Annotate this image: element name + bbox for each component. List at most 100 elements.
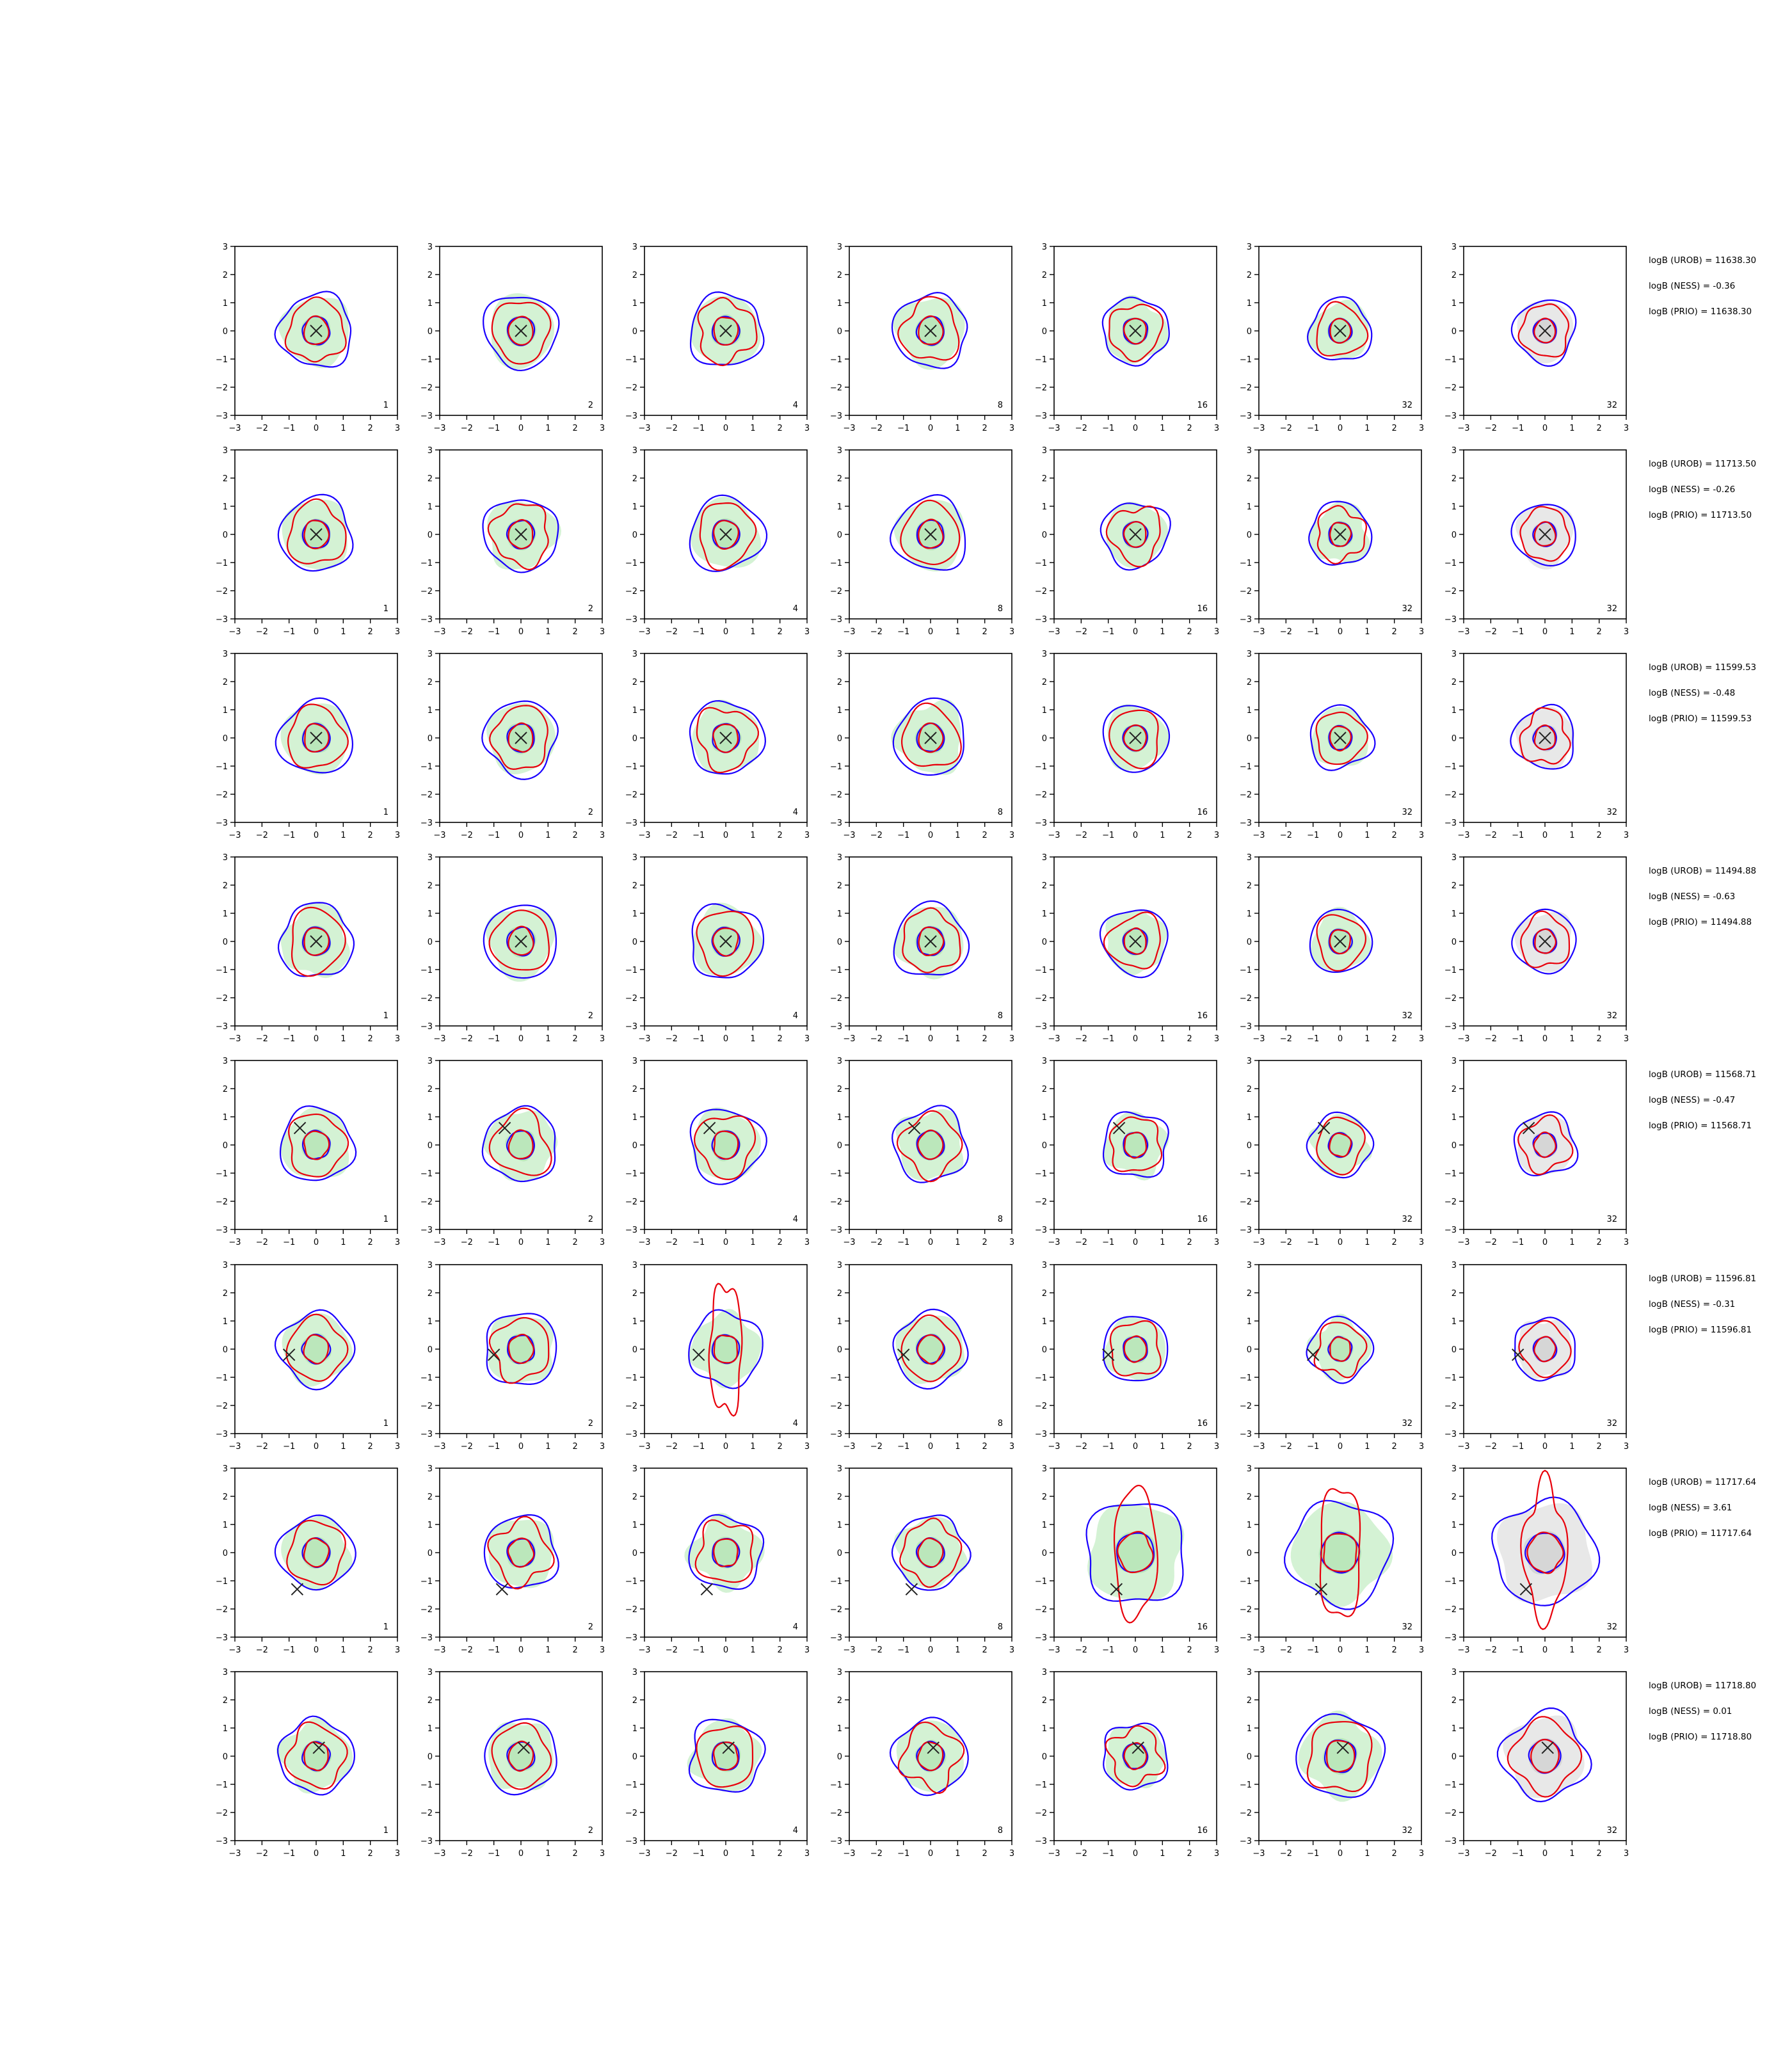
- y-tick-label: 1: [428, 299, 433, 308]
- y-tick-label: 2: [632, 1085, 637, 1094]
- x-tick-label: 0: [518, 627, 524, 637]
- contour-blue-outer: [893, 900, 970, 976]
- contour-red-outer: [696, 910, 755, 977]
- contour-red-inner: [1123, 724, 1148, 752]
- x-tick-label: 2: [778, 1849, 783, 1859]
- y-tick-label: 3: [1452, 853, 1457, 863]
- y-tick-label: −1: [830, 1780, 842, 1790]
- contour-red-inner: [303, 315, 330, 345]
- y-tick-label: −2: [625, 1809, 637, 1818]
- x-tick-label: 0: [1338, 424, 1343, 433]
- contour-panel: −3−3 −2 −2 −1 −1 0 0 1 1 2 2 3 3 2: [420, 1057, 605, 1247]
- contour-red-inner: [917, 1537, 944, 1568]
- y-tick-label: −1: [1035, 1169, 1047, 1179]
- logb-annotation: logB (UROB) = 11596.81: [1649, 1274, 1756, 1284]
- x-tick-label: −2: [1485, 627, 1497, 637]
- y-tick-label: 2: [223, 1085, 228, 1094]
- x-tick-label: 0: [723, 424, 728, 433]
- y-tick-label: 3: [1452, 1668, 1457, 1677]
- panel-corner-label: 1: [383, 1419, 388, 1428]
- x-tick-label: 1: [955, 831, 960, 840]
- y-tick-label: 0: [1247, 1752, 1252, 1762]
- contour-red-outer: [286, 1519, 346, 1586]
- y-tick-label: −3: [1035, 819, 1047, 828]
- y-tick-label: −3: [830, 1837, 842, 1846]
- y-tick-label: −3: [216, 1022, 228, 1032]
- y-tick-label: 2: [428, 1085, 433, 1094]
- x-tick-label: −2: [461, 1034, 473, 1044]
- x-tick-label: −1: [488, 424, 500, 433]
- plot-area: [274, 291, 352, 369]
- true-value-marker: [312, 1741, 325, 1754]
- panel-corner-label: 4: [793, 604, 798, 614]
- x-tick-label: 1: [1160, 424, 1165, 433]
- y-tick-label: −3: [1444, 1633, 1457, 1643]
- plot-area: [1309, 906, 1373, 973]
- x-tick-label: 3: [1214, 424, 1219, 433]
- contour-red-inner: [508, 722, 534, 753]
- x-tick-label: 0: [928, 1238, 933, 1247]
- x-tick-label: 1: [955, 1238, 960, 1247]
- contour-red-outer: [1316, 1116, 1366, 1176]
- x-tick-label: 0: [928, 1034, 933, 1044]
- y-tick-label: −2: [625, 383, 637, 393]
- plot-area: [274, 1309, 356, 1391]
- contour-blue-outer: [1496, 1707, 1592, 1803]
- x-tick-label: 0: [518, 1442, 524, 1452]
- y-tick-label: −3: [830, 412, 842, 421]
- y-tick-label: −2: [1240, 383, 1252, 393]
- y-tick-label: −1: [625, 559, 637, 568]
- panel-corner-label: 4: [793, 1215, 798, 1224]
- contour-blue-outer: [890, 493, 966, 571]
- x-tick-label: −2: [870, 1034, 883, 1044]
- x-tick-label: −2: [461, 424, 473, 433]
- x-tick-label: −3: [843, 831, 855, 840]
- density-fill-inner: [1114, 1532, 1156, 1574]
- x-tick-label: −3: [1457, 627, 1469, 637]
- y-tick-label: −2: [216, 790, 228, 800]
- y-tick-label: 2: [428, 1696, 433, 1706]
- y-tick-label: 2: [632, 678, 637, 687]
- y-tick-label: −1: [830, 1169, 842, 1179]
- y-tick-label: −2: [1444, 1809, 1457, 1818]
- y-tick-label: 0: [1042, 734, 1047, 744]
- contour-blue-outer: [1491, 1496, 1601, 1606]
- x-tick-label: 2: [368, 831, 373, 840]
- y-tick-label: −2: [625, 790, 637, 800]
- y-tick-label: −2: [1444, 1197, 1457, 1207]
- y-tick-label: 1: [1452, 1113, 1457, 1123]
- plot-area: [274, 1514, 356, 1591]
- x-tick-label: −2: [1485, 1849, 1497, 1859]
- density-fill-inner: [1327, 1335, 1354, 1363]
- contour-panel: −3−3 −2 −2 −1 −1 0 0 1 1 2 2 3 3 8: [830, 1464, 1014, 1655]
- y-tick-label: −3: [216, 412, 228, 421]
- x-tick-label: 2: [1392, 1034, 1397, 1044]
- y-tick-label: 0: [837, 734, 842, 744]
- y-tick-label: −1: [625, 1780, 637, 1790]
- contour-panel: −3−3 −2 −2 −1 −1 0 0 1 1 2 2 3 3 32: [1444, 1261, 1629, 1452]
- x-tick-label: 1: [1569, 1645, 1574, 1655]
- y-tick-label: 2: [1042, 1696, 1047, 1706]
- y-tick-label: 0: [1042, 327, 1047, 337]
- y-tick-label: 1: [1452, 1521, 1457, 1530]
- true-value-marker: [719, 324, 732, 337]
- contour-blue-inner: [301, 316, 331, 346]
- y-tick-label: −3: [1035, 1022, 1047, 1032]
- contour-red-inner: [1329, 522, 1352, 547]
- y-tick-label: −2: [1444, 994, 1457, 1004]
- y-tick-label: 1: [1247, 909, 1252, 919]
- contour-panel: −3−3 −2 −2 −1 −1 0 0 1 1 2 2 3 3 8: [830, 1261, 1014, 1452]
- panel-corner-label: 1: [383, 1215, 388, 1224]
- plot-area: [1514, 1316, 1576, 1382]
- x-tick-label: 1: [545, 1034, 550, 1044]
- x-tick-label: 0: [314, 627, 319, 637]
- y-tick-label: 3: [1247, 853, 1252, 863]
- y-tick-label: 1: [428, 1113, 433, 1123]
- true-value-marker: [310, 324, 323, 337]
- x-tick-label: 2: [368, 1645, 373, 1655]
- panel-corner-label: 32: [1402, 1826, 1412, 1836]
- y-tick-label: −3: [420, 1430, 433, 1439]
- y-tick-label: −3: [1035, 1430, 1047, 1439]
- x-tick-label: −2: [1280, 1442, 1292, 1452]
- x-tick-label: −1: [283, 1034, 295, 1044]
